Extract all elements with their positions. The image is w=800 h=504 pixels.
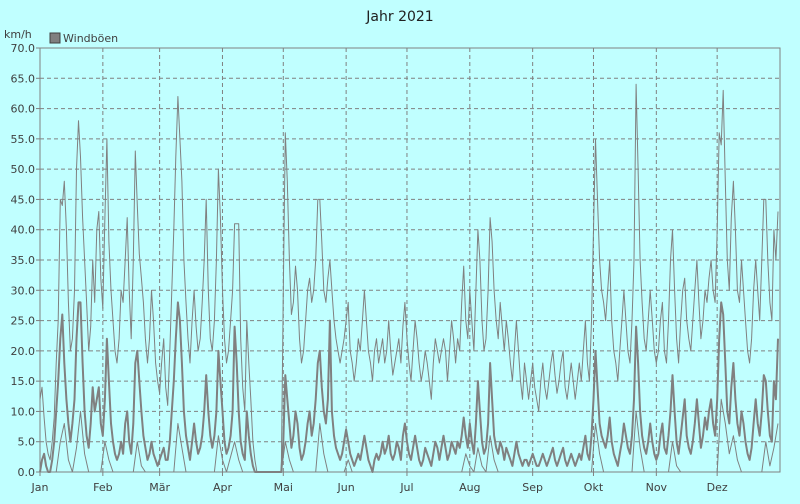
legend: Windböen <box>49 32 118 45</box>
series-line-0 <box>39 83 779 473</box>
x-tick-label: Apr <box>213 481 233 494</box>
x-tick-label: Feb <box>93 481 112 494</box>
x-tick-label: Mär <box>149 481 170 494</box>
y-tick-label: 15.0 <box>11 375 36 388</box>
y-axis-unit: km/h <box>4 28 32 41</box>
y-tick-label: 50.0 <box>11 163 36 176</box>
y-tick-label: 0.0 <box>18 466 36 479</box>
y-tick-label: 10.0 <box>11 405 36 418</box>
y-tick-label: 30.0 <box>11 284 36 297</box>
x-tick-label: Sep <box>522 481 543 494</box>
x-tick-label: Nov <box>646 481 668 494</box>
plot-frame <box>39 47 781 473</box>
x-tick-label: Jan <box>31 481 49 494</box>
y-tick-label: 20.0 <box>11 345 36 358</box>
y-tick-label: 60.0 <box>11 103 36 116</box>
chart-title: Jahr 2021 <box>365 9 433 25</box>
x-tick-label: Jul <box>399 481 413 494</box>
x-tick-label: Aug <box>459 481 480 494</box>
y-tick-label: 35.0 <box>11 254 36 267</box>
y-tick-label: 65.0 <box>11 72 36 85</box>
x-tick-label: Mai <box>274 481 293 494</box>
y-tick-label: 45.0 <box>11 193 36 206</box>
x-tick-label: Jun <box>337 481 355 494</box>
x-tick-label: Okt <box>584 481 604 494</box>
y-tick-label: 55.0 <box>11 133 36 146</box>
grid <box>40 48 780 472</box>
y-tick-label: 70.0 <box>11 42 36 55</box>
legend-entry: Windböen <box>63 32 118 45</box>
y-tick-label: 5.0 <box>18 436 36 449</box>
series-line-1 <box>39 301 779 473</box>
x-tick-label: Dez <box>707 481 728 494</box>
x-axis-ticks: Jan Feb Mär Apr Mai Jun Jul Aug Sep Okt Nov Dez <box>31 472 728 494</box>
legend-swatch <box>49 32 61 44</box>
y-axis-ticks: 0.0 5.0 10.0 15.0 20.0 25.0 30.0 35.0 40.0 45.0 50… <box>11 42 40 479</box>
y-tick-label: 25.0 <box>11 315 36 328</box>
y-tick-label: 40.0 <box>11 224 36 237</box>
